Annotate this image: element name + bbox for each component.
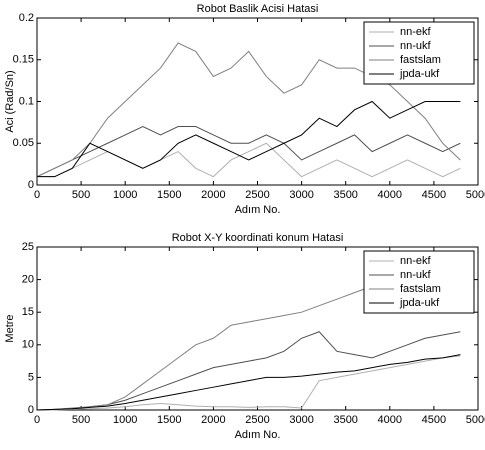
x-tick-label: 1000 xyxy=(113,414,137,426)
x-axis-label: Adım No. xyxy=(235,429,281,441)
legend-label: nn-ekf xyxy=(400,255,432,267)
data-line xyxy=(36,42,461,178)
y-tick-label: 20 xyxy=(22,274,34,286)
y-tick-label: 0.1 xyxy=(19,95,34,107)
y-tick-label: 10 xyxy=(22,339,34,351)
legend-label: nn-ukf xyxy=(400,269,432,281)
y-tick-label: 15 xyxy=(22,306,34,318)
y-tick-label: 0 xyxy=(28,179,34,191)
data-line xyxy=(36,285,373,411)
legend-label: fastslam xyxy=(400,54,441,66)
y-tick-label: 5 xyxy=(28,371,34,383)
x-tick-label: 1500 xyxy=(157,414,181,426)
y-tick-label: 0.15 xyxy=(13,54,34,66)
legend-label: fastslam xyxy=(400,283,441,295)
y-tick-label: 25 xyxy=(22,241,34,253)
chart-title: Robot Baslik Acisi Hatasi xyxy=(197,3,319,15)
x-tick-label: 2500 xyxy=(245,414,269,426)
legend-label: jpda-ukf xyxy=(399,68,440,80)
x-tick-label: 4500 xyxy=(422,414,446,426)
x-tick-label: 0 xyxy=(34,414,40,426)
x-tick-label: 1500 xyxy=(157,189,181,201)
data-line xyxy=(37,100,461,178)
y-axis-label: Metre xyxy=(4,314,16,342)
x-tick-label: 2000 xyxy=(201,189,225,201)
x-tick-label: 500 xyxy=(72,414,90,426)
x-tick-label: 3500 xyxy=(333,189,357,201)
x-tick-label: 3000 xyxy=(289,189,313,201)
x-tick-label: 2000 xyxy=(201,414,225,426)
legend-label: nn-ekf xyxy=(400,26,432,38)
legend-label: nn-ukf xyxy=(400,40,432,52)
data-line xyxy=(37,355,461,411)
y-axis-label: Aci (Rad/Sn) xyxy=(4,70,16,132)
x-tick-label: 500 xyxy=(72,189,90,201)
y-tick-label: 0.05 xyxy=(13,137,34,149)
x-tick-label: 0 xyxy=(34,189,40,201)
x-tick-label: 3500 xyxy=(333,414,357,426)
chart-title: Robot X-Y koordinati konum Hatasi xyxy=(172,232,344,244)
x-axis-label: Adım No. xyxy=(235,204,281,216)
data-line xyxy=(36,125,461,178)
legend-label: jpda-ukf xyxy=(399,297,440,309)
x-tick-label: 1000 xyxy=(113,189,137,201)
y-tick-label: 0 xyxy=(28,404,34,416)
y-tick-label: 0.2 xyxy=(19,12,34,24)
x-tick-label: 2500 xyxy=(245,189,269,201)
x-tick-label: 4000 xyxy=(378,414,402,426)
x-tick-label: 4500 xyxy=(422,189,446,201)
x-tick-label: 4000 xyxy=(378,189,402,201)
data-line xyxy=(36,354,461,411)
x-tick-label: 3000 xyxy=(289,414,313,426)
